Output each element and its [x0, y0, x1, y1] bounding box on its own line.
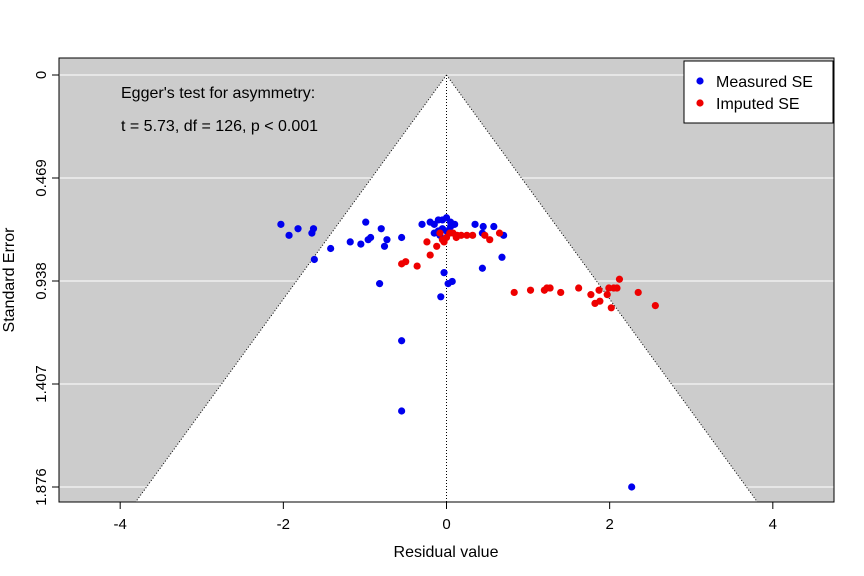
x-tick-label-4: 4	[769, 516, 777, 533]
point-measured-6	[327, 244, 335, 253]
y-tick-label-2: 0.938	[33, 262, 50, 300]
egger-test-title: Egger's test for asymmetry:	[121, 85, 315, 102]
point-imputed-21	[526, 286, 535, 294]
x-tick-label-2: 0	[442, 516, 450, 533]
point-imputed-13	[463, 231, 471, 239]
point-measured-9	[362, 218, 370, 226]
point-measured-16	[376, 280, 384, 288]
point-imputed-26	[575, 284, 583, 292]
x-tick-label-3: 2	[605, 516, 613, 533]
point-measured-43	[448, 277, 456, 286]
point-measured-19	[418, 220, 426, 228]
point-imputed-17	[495, 229, 504, 237]
series-measured-se	[277, 214, 636, 491]
point-measured-40	[478, 264, 486, 272]
point-imputed-27	[587, 291, 595, 299]
y-axis-title: Standard Error	[1, 227, 18, 333]
point-measured-8	[357, 240, 365, 248]
egger-test-result: t = 5.73, df = 126, p < 0.001	[121, 118, 318, 135]
point-measured-34	[471, 220, 479, 228]
point-measured-4	[309, 225, 318, 233]
point-measured-31	[446, 222, 455, 231]
point-imputed-2	[413, 262, 421, 270]
point-imputed-24	[546, 284, 554, 292]
point-measured-2	[294, 225, 302, 233]
point-measured-41	[440, 269, 448, 277]
y-tick-label-0: 0	[33, 71, 50, 79]
point-measured-0	[277, 220, 285, 228]
point-imputed-5	[433, 242, 441, 250]
legend-marker-imputed	[696, 99, 704, 107]
y-tick-label-4: 1.876	[33, 468, 50, 506]
point-measured-11	[367, 233, 375, 242]
funnel-left-edge	[135, 74, 447, 503]
point-imputed-8	[440, 238, 448, 246]
point-imputed-19	[452, 233, 460, 242]
point-imputed-38	[651, 301, 659, 310]
point-imputed-35	[613, 284, 621, 292]
legend-box	[683, 60, 834, 124]
point-measured-13	[380, 242, 389, 250]
point-measured-45	[628, 483, 636, 491]
point-imputed-15	[481, 231, 489, 239]
x-tick-label-1: -2	[277, 516, 290, 533]
series-imputed-se	[398, 229, 659, 312]
point-measured-39	[498, 253, 506, 261]
point-imputed-20	[510, 288, 518, 297]
y-tick-label-1: 0.469	[33, 159, 50, 197]
legend-label-measured: Measured SE	[716, 74, 813, 91]
y-axis: 0 0.469 0.938 1.407 1.876	[33, 71, 60, 506]
point-measured-5	[310, 255, 318, 264]
point-measured-17	[398, 337, 406, 345]
legend-label-imputed: Imputed SE	[716, 96, 800, 113]
point-imputed-3	[426, 251, 434, 259]
point-imputed-14	[469, 231, 477, 239]
x-tick-label-0: -4	[114, 516, 127, 533]
data-points	[277, 214, 659, 491]
legend-marker-measured	[696, 77, 704, 85]
x-axis-title: Residual value	[394, 544, 499, 561]
x-axis: -4 -2 0 2 4	[114, 501, 777, 533]
point-imputed-37	[634, 288, 642, 297]
point-imputed-18	[436, 229, 444, 237]
point-measured-7	[346, 238, 354, 246]
point-measured-36	[490, 222, 498, 231]
point-measured-15	[398, 233, 406, 242]
point-measured-12	[377, 225, 385, 233]
point-measured-1	[285, 231, 293, 239]
point-measured-35	[479, 222, 487, 231]
y-tick-label-3: 1.407	[33, 365, 50, 403]
point-imputed-33	[607, 304, 615, 312]
point-imputed-1	[402, 258, 410, 266]
point-imputed-16	[486, 236, 494, 244]
point-imputed-4	[423, 238, 431, 246]
legend: Measured SE Imputed SE	[683, 60, 834, 124]
point-measured-18	[398, 407, 406, 415]
point-imputed-29	[596, 297, 604, 305]
point-imputed-25	[557, 288, 565, 297]
point-imputed-31	[603, 291, 611, 299]
point-imputed-30	[595, 286, 603, 294]
point-imputed-36	[615, 275, 624, 283]
point-measured-44	[437, 293, 445, 301]
point-measured-14	[383, 236, 391, 244]
